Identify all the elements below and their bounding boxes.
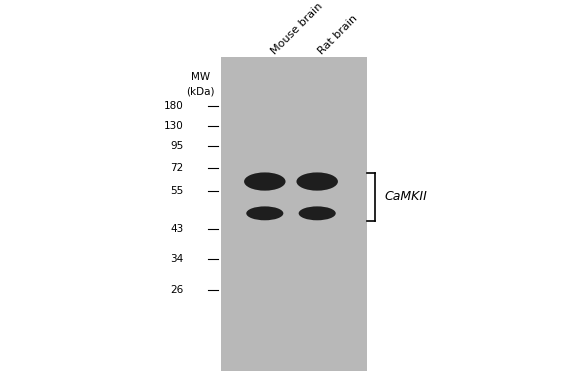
Text: CaMKII: CaMKII bbox=[384, 190, 427, 203]
Text: Mouse brain: Mouse brain bbox=[269, 1, 325, 57]
FancyBboxPatch shape bbox=[221, 57, 367, 371]
Text: 180: 180 bbox=[164, 101, 183, 112]
Text: 55: 55 bbox=[170, 186, 183, 196]
Text: 130: 130 bbox=[164, 121, 183, 131]
Text: (kDa): (kDa) bbox=[187, 87, 215, 96]
Ellipse shape bbox=[296, 172, 338, 191]
Ellipse shape bbox=[244, 172, 286, 191]
Text: 72: 72 bbox=[170, 163, 183, 173]
Text: 26: 26 bbox=[170, 285, 183, 295]
Text: 43: 43 bbox=[170, 224, 183, 234]
Text: 95: 95 bbox=[170, 141, 183, 151]
Text: Rat brain: Rat brain bbox=[316, 14, 359, 57]
Text: MW: MW bbox=[191, 71, 210, 82]
Ellipse shape bbox=[299, 206, 336, 220]
Text: 34: 34 bbox=[170, 254, 183, 264]
Ellipse shape bbox=[246, 206, 283, 220]
